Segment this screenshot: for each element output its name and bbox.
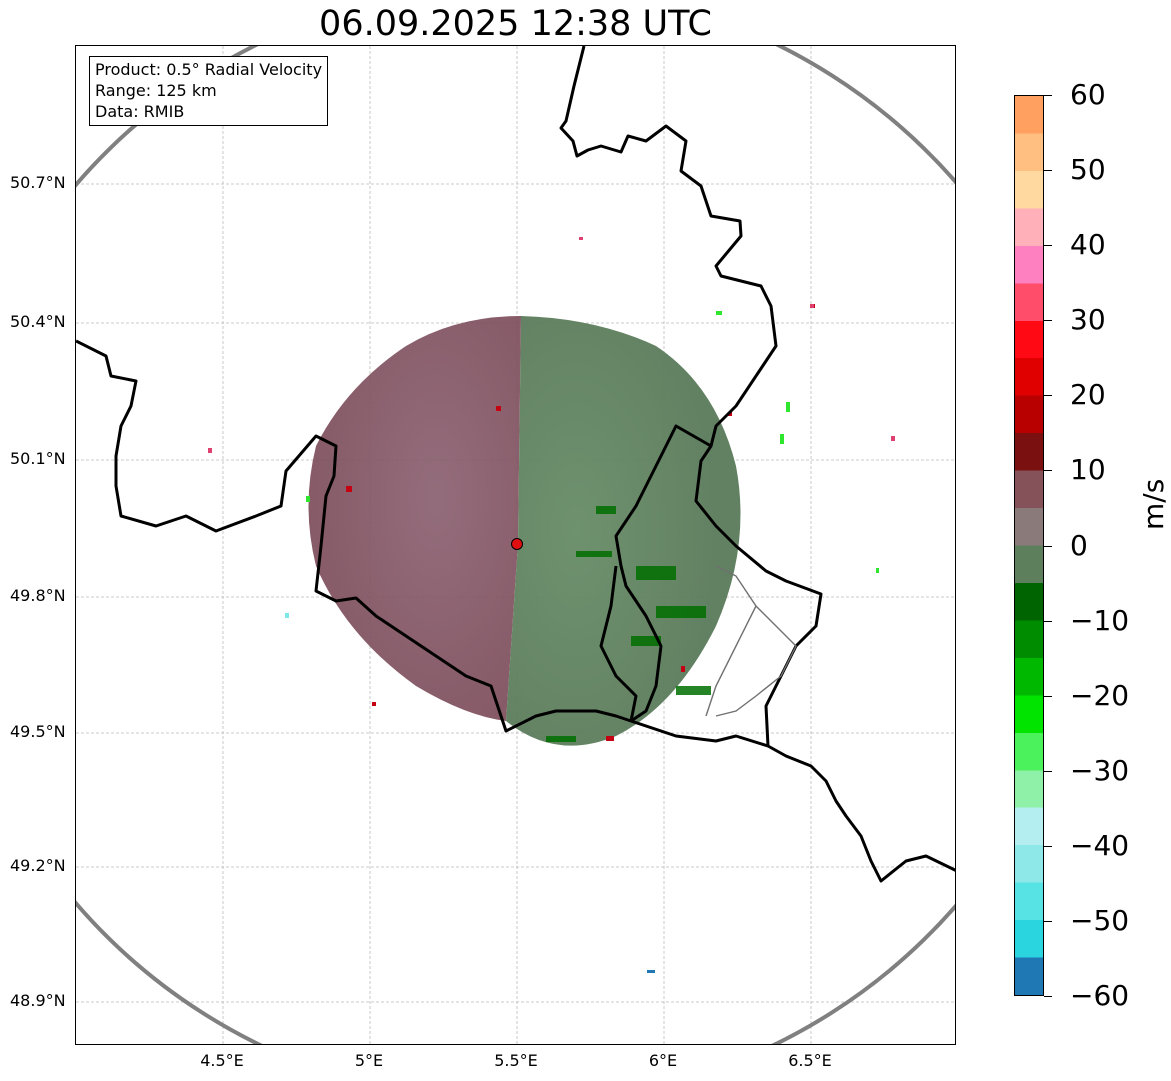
radar-map[interactable] bbox=[75, 45, 956, 1045]
lat-label: 49.5°N bbox=[10, 722, 66, 741]
lat-label: 48.9°N bbox=[10, 991, 66, 1010]
velocity-colorbar bbox=[1014, 95, 1044, 996]
colorbar-tick-label: −40 bbox=[1070, 828, 1130, 862]
product-info-box: Product: 0.5° Radial Velocity Range: 125… bbox=[89, 56, 329, 126]
colorbar-tick-label: 30 bbox=[1070, 303, 1106, 337]
lon-label: 6.5°E bbox=[788, 1051, 832, 1070]
colorbar-tick-label: −60 bbox=[1070, 979, 1130, 1012]
lon-label: 5°E bbox=[354, 1051, 384, 1070]
colorbar-tick-mark bbox=[1044, 920, 1052, 922]
lat-label: 49.8°N bbox=[10, 586, 66, 605]
colorbar-tick-mark bbox=[1044, 695, 1052, 697]
country-borders bbox=[76, 46, 955, 883]
colorbar-tick-mark bbox=[1044, 320, 1052, 322]
product-text: Product: 0.5° Radial Velocity bbox=[95, 60, 323, 79]
colorbar-tick-mark bbox=[1044, 95, 1052, 96]
radar-site-marker[interactable] bbox=[511, 538, 523, 550]
light-inbound-speckles bbox=[306, 311, 879, 573]
colorbar-tick-label: −30 bbox=[1070, 753, 1130, 787]
lat-label: 50.1°N bbox=[10, 449, 66, 468]
colorbar-tick-mark bbox=[1044, 470, 1052, 472]
cyan-speckle bbox=[285, 613, 289, 618]
lon-label: 6°E bbox=[648, 1051, 678, 1070]
colorbar-tick-mark bbox=[1044, 996, 1052, 997]
colorbar-tick-mark bbox=[1044, 170, 1052, 172]
lon-label: 4.5°E bbox=[200, 1051, 244, 1070]
lat-label: 49.2°N bbox=[10, 856, 66, 875]
colorbar-tick-label: −10 bbox=[1070, 603, 1130, 637]
colorbar-unit-label: m/s bbox=[1137, 478, 1170, 530]
colorbar-tick-mark bbox=[1044, 395, 1052, 397]
lat-label: 50.7°N bbox=[10, 173, 66, 192]
velocity-echo-field bbox=[208, 237, 895, 973]
strong-inbound-patches bbox=[546, 506, 711, 742]
colorbar-tick-label: −50 bbox=[1070, 903, 1130, 937]
colorbar-tick-mark bbox=[1044, 545, 1052, 547]
lon-label: 5.5°E bbox=[494, 1051, 538, 1070]
colorbar-tick-mark bbox=[1044, 845, 1052, 847]
colorbar-tick-mark bbox=[1044, 620, 1052, 622]
regional-borders bbox=[705, 565, 797, 717]
data-source-text: Data: RMIB bbox=[95, 102, 185, 121]
colorbar-tick-label: 0 bbox=[1070, 528, 1088, 562]
colorbar-tick-label: 20 bbox=[1070, 378, 1106, 412]
colorbar-tick-label: −20 bbox=[1070, 678, 1130, 712]
colorbar-tick-label: 60 bbox=[1070, 78, 1106, 111]
colorbar-tick-mark bbox=[1044, 770, 1052, 772]
radar-svg bbox=[76, 46, 955, 1044]
colorbar-tick-label: 50 bbox=[1070, 153, 1106, 187]
map-title: 06.09.2025 12:38 UTC bbox=[319, 4, 712, 44]
lat-label: 50.4°N bbox=[10, 312, 66, 331]
range-text: Range: 125 km bbox=[95, 81, 217, 100]
blue-speckle bbox=[647, 970, 655, 973]
pink-speckles bbox=[208, 237, 895, 453]
colorbar-tick-label: 10 bbox=[1070, 453, 1106, 487]
colorbar-tick-mark bbox=[1044, 245, 1052, 247]
colorbar-tick-label: 40 bbox=[1070, 228, 1106, 262]
